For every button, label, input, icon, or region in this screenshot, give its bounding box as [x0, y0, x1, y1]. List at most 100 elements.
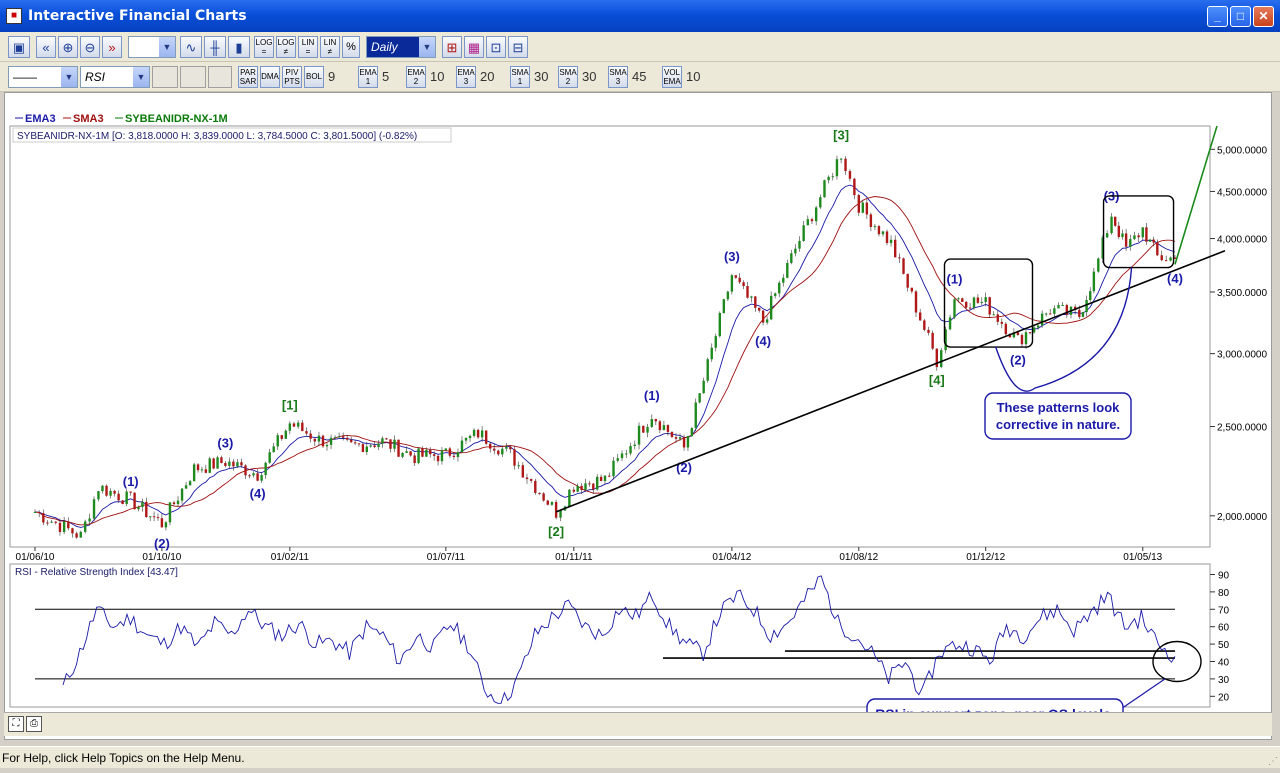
candle [988, 297, 991, 315]
candle [129, 491, 132, 493]
candle [505, 446, 508, 449]
lin-notequal-button[interactable]: LIN ≠ [320, 36, 340, 58]
ema1-period[interactable]: 5 [382, 69, 390, 84]
candle [83, 521, 87, 532]
sma2-period[interactable]: 30 [582, 69, 597, 84]
status-help-text: For Help, click Help Topics on the Help … [2, 751, 245, 765]
candle [341, 436, 345, 438]
candle [88, 518, 91, 522]
line-chart-icon[interactable]: ∿ [180, 36, 202, 58]
close-button[interactable]: ✕ [1253, 6, 1274, 27]
wave-label: (1) [644, 388, 660, 403]
symbol-select[interactable]: ▼ [128, 36, 176, 58]
chart-bottom-bar: ⛶ ⎙ [4, 712, 1272, 736]
log-equal-button[interactable]: LOG = [254, 36, 274, 58]
log-notequal-button[interactable]: LOG ≠ [276, 36, 296, 58]
candle [923, 320, 926, 330]
chart-settings-icon[interactable]: ⊞ [442, 36, 462, 58]
ema1-button[interactable]: EMA 1 [358, 66, 378, 88]
wave-label: (2) [154, 536, 170, 551]
candle [827, 176, 830, 181]
indicator-window-icon[interactable]: ⊡ [486, 36, 506, 58]
candle [1101, 237, 1104, 259]
window-icon[interactable]: ▣ [8, 36, 30, 58]
dma-button[interactable]: DMA [260, 66, 280, 88]
price-legend: EMA3 SMA3 SYBEANIDR-NX-1M [15, 113, 228, 125]
ema3-period[interactable]: 20 [480, 69, 495, 84]
sma2-button[interactable]: SMA 2 [558, 66, 578, 88]
candle [468, 435, 472, 439]
zoom-out-icon[interactable]: ⊖ [80, 36, 100, 58]
candle [381, 438, 384, 444]
lin-equal-button[interactable]: LIN = [298, 36, 318, 58]
candle [79, 531, 82, 538]
candle [405, 451, 408, 453]
candle [778, 282, 781, 294]
pivot-points-button[interactable]: PIV PTS [282, 66, 302, 88]
period-select[interactable]: Daily ▼ [366, 36, 436, 58]
candle [1057, 305, 1060, 309]
indicator-select[interactable]: RSI ▼ [80, 66, 150, 88]
candle [894, 239, 897, 258]
wave-label: (4) [755, 334, 771, 349]
resize-grip-icon[interactable]: ⋰ [1268, 756, 1278, 767]
bollinger-button[interactable]: BOL [304, 66, 324, 88]
fit-chart-icon[interactable]: ⛶ [8, 716, 24, 732]
maximize-button[interactable]: □ [1230, 6, 1251, 27]
candle [401, 452, 404, 457]
ema2-button[interactable]: EMA 2 [406, 66, 426, 88]
candle [377, 443, 380, 448]
sma1-button[interactable]: SMA 1 [510, 66, 530, 88]
scroll-right-icon[interactable]: » [102, 36, 122, 58]
ema2-period[interactable]: 10 [430, 69, 445, 84]
color-palette-icon[interactable]: ▦ [464, 36, 484, 58]
candle [337, 436, 341, 438]
scroll-left-icon[interactable]: « [36, 36, 56, 58]
parabolic-sar-button[interactable]: PAR SAR [238, 66, 258, 88]
bar-chart-icon[interactable]: ╫ [204, 36, 226, 58]
candle [1020, 334, 1024, 345]
candle [559, 510, 562, 518]
candle [160, 518, 164, 528]
candle [525, 477, 529, 480]
candle [1078, 309, 1081, 317]
compare-chart-icon[interactable]: ⊟ [508, 36, 528, 58]
volume-ema-period[interactable]: 10 [686, 69, 701, 84]
candle [1004, 323, 1008, 335]
candle [497, 450, 500, 455]
candle [1141, 227, 1144, 238]
blank-field-2[interactable] [180, 66, 206, 88]
wave-label: (1) [947, 272, 963, 287]
zoom-in-icon[interactable]: ⊕ [58, 36, 78, 58]
candle [133, 492, 136, 510]
candle [268, 452, 271, 463]
legend-ema: EMA3 [25, 113, 56, 125]
sma1-period[interactable]: 30 [534, 69, 549, 84]
chart-svg[interactable]: EMA3 SMA3 SYBEANIDR-NX-1M SYBEANIDR-NX-1… [5, 93, 1271, 739]
candle [488, 443, 492, 449]
sma3-button[interactable]: SMA 3 [608, 66, 628, 88]
print-icon[interactable]: ⎙ [26, 716, 42, 732]
candle [325, 444, 329, 447]
candle [58, 522, 62, 532]
candle [1024, 332, 1028, 345]
line-style-select[interactable]: —— ▼ [8, 66, 78, 88]
blank-field-1[interactable] [152, 66, 178, 88]
minimize-button[interactable]: _ [1207, 6, 1228, 27]
volume-ema-button[interactable]: VOL EMA [662, 66, 682, 88]
sma3-period[interactable]: 45 [632, 69, 647, 84]
bollinger-period[interactable]: 9 [328, 69, 336, 84]
candle [421, 448, 424, 457]
chart-area[interactable]: EMA3 SMA3 SYBEANIDR-NX-1M SYBEANIDR-NX-1… [4, 92, 1272, 740]
ema3-button[interactable]: EMA 3 [456, 66, 476, 88]
candle [935, 348, 939, 368]
note-text-line-2: corrective in nature. [996, 417, 1120, 432]
candle [1016, 332, 1020, 335]
percent-button[interactable]: % [342, 36, 360, 58]
candle [409, 451, 412, 456]
candle-chart-icon[interactable]: ▮ [228, 36, 250, 58]
rsi-highlight-circle [1152, 640, 1202, 683]
blank-field-3[interactable] [208, 66, 232, 88]
candle [413, 455, 416, 464]
candle [365, 446, 369, 453]
